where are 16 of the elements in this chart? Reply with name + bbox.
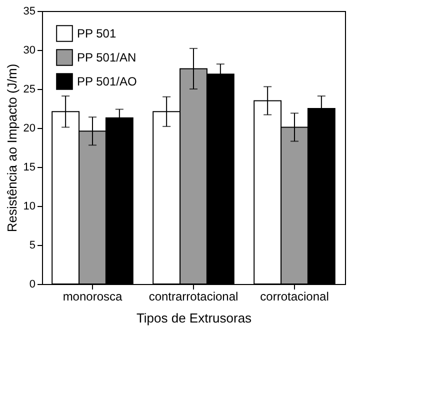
legend-label: PP 501/AO [77, 74, 137, 88]
x-tick-label: contrarrotacional [148, 290, 238, 304]
y-tick-label: 30 [23, 44, 36, 56]
y-tick-label: 10 [23, 200, 36, 212]
y-tick-label: 5 [29, 240, 36, 252]
y-tick-label: 15 [23, 162, 36, 174]
x-tick-label: monorosca [62, 290, 122, 304]
y-tick-label: 20 [23, 122, 36, 134]
y-tick-label: 0 [29, 278, 36, 290]
legend-label: PP 501 [77, 26, 116, 40]
y-tick-label: 35 [23, 6, 36, 18]
legend-label: PP 501/AN [77, 50, 136, 64]
y-axis-title: Resistência ao Impacto (J/m) [4, 64, 20, 232]
x-tick-label: corrotacional [260, 290, 329, 304]
x-axis-title: Tipos de Extrusoras [136, 310, 252, 326]
y-tick-label: 25 [23, 84, 36, 96]
